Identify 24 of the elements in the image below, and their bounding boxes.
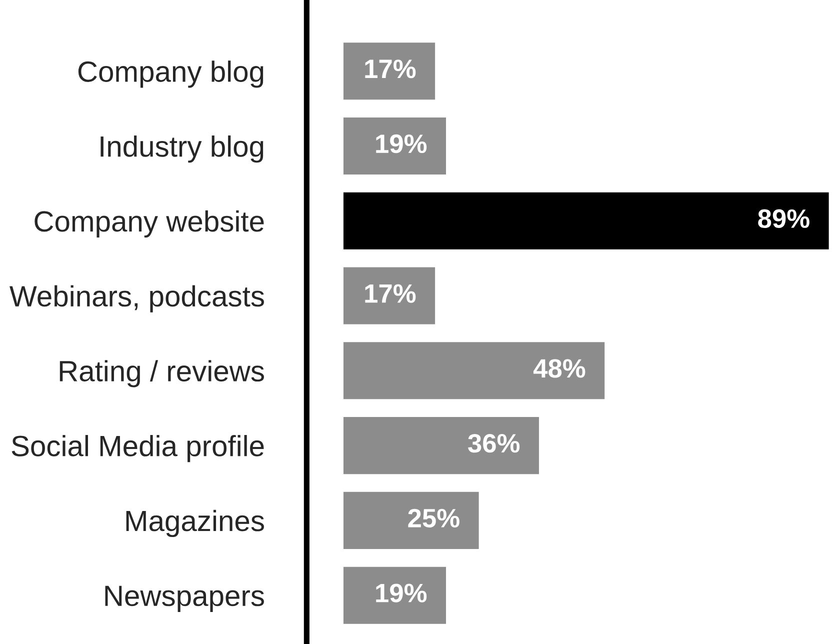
bar [342, 340, 606, 401]
data-label: 17% [365, 284, 416, 303]
bar [342, 41, 436, 102]
y-tick-label: Newspapers [105, 586, 264, 612]
y-tick-label: Magazines [126, 510, 264, 538]
bar [342, 191, 830, 251]
y-tick-label: Rating / reviews [60, 360, 264, 388]
y-tick-label: Company blog [78, 60, 264, 88]
bar [342, 416, 540, 476]
y-tick-label: Webinars, podcasts [10, 285, 264, 312]
bar [342, 565, 448, 626]
bar [342, 266, 436, 326]
data-label: 19% [376, 584, 427, 602]
data-label: 25% [408, 508, 460, 528]
data-label: 36% [468, 434, 520, 453]
data-label: 17% [365, 60, 416, 78]
data-label: 89% [758, 209, 810, 228]
data-label: 48% [533, 359, 586, 378]
bar [342, 116, 448, 176]
bar [342, 490, 480, 550]
y-tick-label: Industry blog [100, 135, 264, 163]
y-tick-label: Social Media profile [12, 434, 264, 462]
y-tick-label: Company website [34, 210, 264, 238]
data-label: 19% [376, 134, 427, 154]
